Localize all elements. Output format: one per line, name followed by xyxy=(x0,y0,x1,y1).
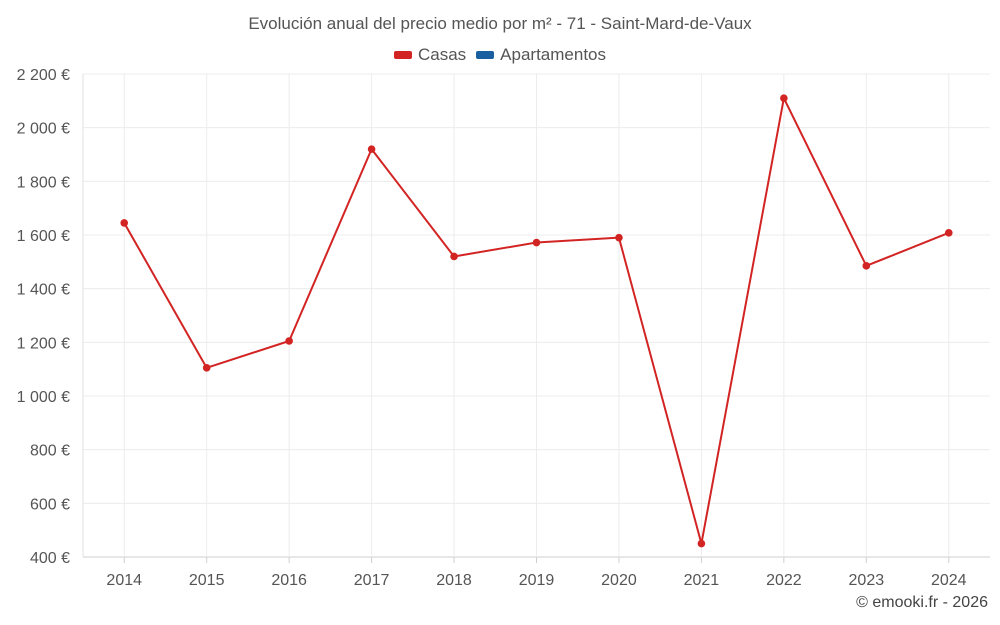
data-point xyxy=(120,219,129,227)
x-tick-label: 2014 xyxy=(106,572,142,589)
y-tick-label: 800 € xyxy=(30,443,70,460)
x-tick-label: 2017 xyxy=(354,572,390,589)
data-point xyxy=(367,145,376,153)
y-tick-label: 2 200 € xyxy=(17,67,70,84)
y-tick-label: 400 € xyxy=(30,550,70,567)
x-tick-label: 2016 xyxy=(271,572,307,589)
y-tick-label: 1 400 € xyxy=(17,282,70,299)
x-tick-label: 2020 xyxy=(601,572,637,589)
legend-label-casas: Casas xyxy=(417,45,467,64)
x-tick-label: 2024 xyxy=(931,572,967,589)
y-tick-label: 600 € xyxy=(30,496,70,513)
data-point xyxy=(285,337,293,345)
data-point xyxy=(615,233,623,242)
legend-swatch-apartamentos xyxy=(476,51,495,59)
data-point xyxy=(532,238,541,247)
x-tick-label: 2023 xyxy=(849,572,885,589)
chart-legend: Casas Apartamentos xyxy=(0,45,1000,65)
legend-item-casas[interactable]: Casas xyxy=(393,45,467,65)
legend-item-apartamentos[interactable]: Apartamentos xyxy=(476,45,606,65)
data-point xyxy=(944,229,953,237)
data-point xyxy=(780,94,788,102)
data-point xyxy=(202,364,211,372)
x-tick-label: 2018 xyxy=(436,572,472,589)
x-tick-label: 2019 xyxy=(519,572,555,589)
credit-text: © emooki.fr - 2026 xyxy=(856,594,988,611)
y-tick-label: 1 800 € xyxy=(17,174,70,191)
legend-swatch-casas xyxy=(393,51,412,59)
chart-title: Evolución anual del precio medio por m² … xyxy=(248,14,752,33)
y-tick-label: 1 200 € xyxy=(17,335,70,352)
y-tick-label: 1 600 € xyxy=(17,228,70,245)
x-tick-label: 2021 xyxy=(684,572,720,589)
legend-label-apartamentos: Apartamentos xyxy=(500,45,607,64)
data-point xyxy=(697,539,706,548)
data-point xyxy=(862,262,871,270)
y-tick-label: 2 000 € xyxy=(17,121,70,138)
x-tick-label: 2022 xyxy=(766,572,802,589)
data-point xyxy=(450,252,458,261)
x-tick-label: 2015 xyxy=(189,572,225,589)
y-tick-label: 1 000 € xyxy=(17,389,70,406)
